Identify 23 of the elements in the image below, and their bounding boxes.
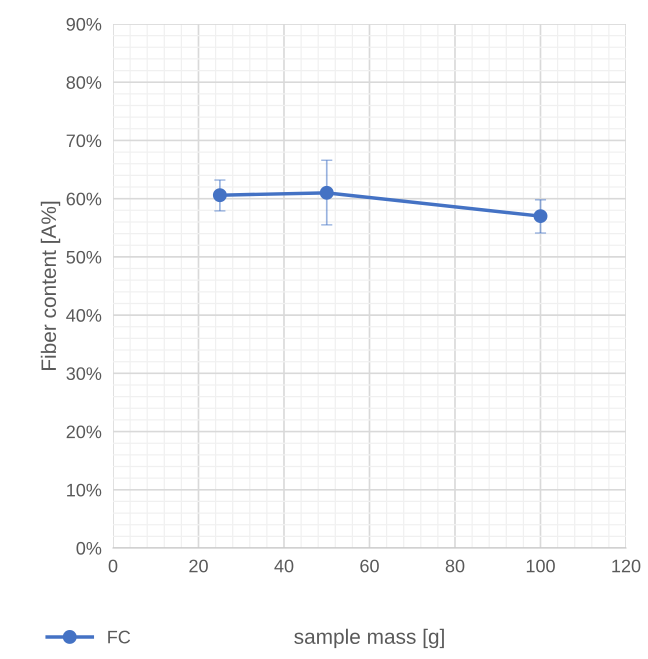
y-tick-label: 80%: [66, 76, 102, 89]
x-tick-label: 100: [526, 560, 555, 572]
point: [212, 188, 227, 202]
y-tick-label: 50%: [66, 250, 102, 264]
y-tick-label: 0%: [76, 542, 102, 555]
y-tick-label: 30%: [66, 367, 102, 380]
legend-label: FC: [108, 630, 130, 644]
y-axis-title: Fiber content [A%]: [40, 202, 60, 370]
x-axis-title: sample mass [g]: [294, 628, 444, 648]
y-tick-label: 70%: [66, 134, 102, 148]
point: [534, 209, 548, 224]
x-tick-label: 0: [108, 560, 118, 572]
point: [320, 186, 334, 200]
x-tick-label: 60: [360, 560, 379, 572]
x-tick-label: 80: [446, 560, 464, 572]
x-tick-label: 120: [612, 560, 640, 572]
y-tick-label: 60%: [66, 192, 102, 206]
y-tick-label: 40%: [66, 309, 102, 322]
y-tick-label: 20%: [66, 425, 102, 438]
x-tick-label: 40: [274, 560, 294, 572]
x-tick-label: 20: [189, 560, 208, 572]
y-tick-label: 10%: [67, 484, 102, 496]
y-tick-label: 90%: [66, 18, 102, 31]
